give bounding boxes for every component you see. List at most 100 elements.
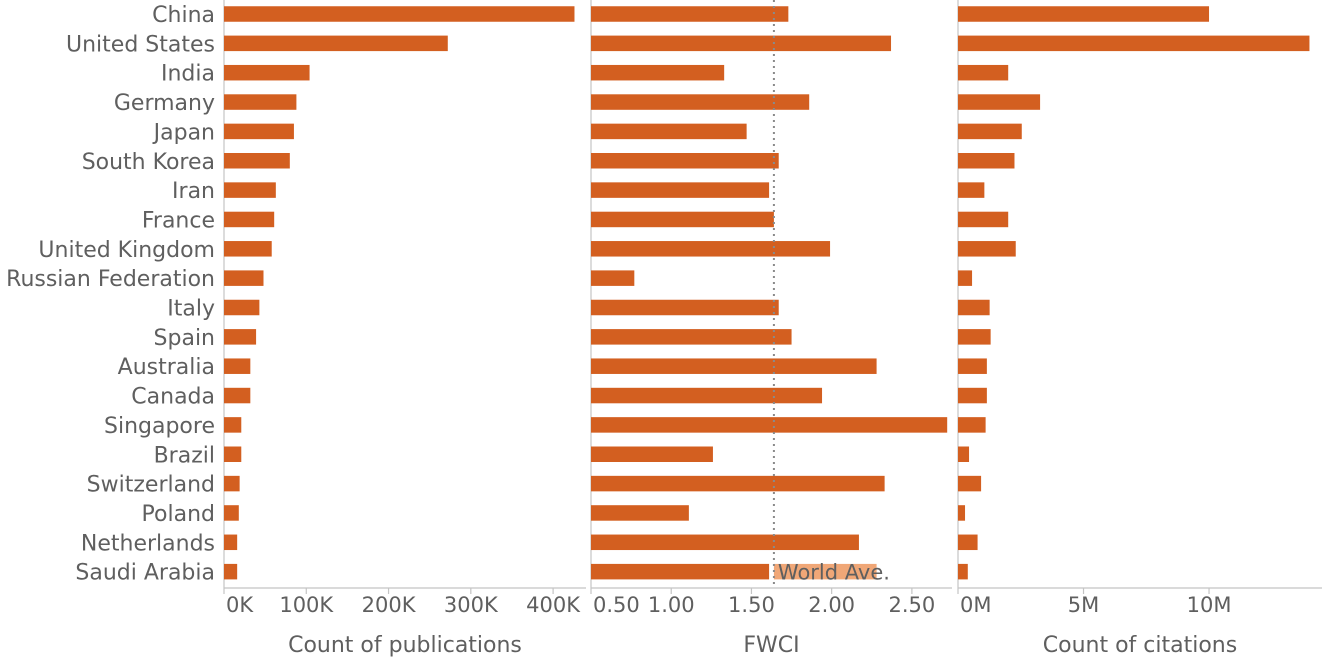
bar-fwci-poland [591,505,689,521]
bar-fwci-united-states [591,35,892,52]
world-average-label: World Ave. [778,561,890,585]
bar-fwci-south-korea [591,153,779,169]
x-tick-label: 1.00 [648,593,695,617]
x-tick-label: 2.50 [889,593,936,617]
chart-panel-fwci: 0.50 1.00 1.50 2.00 2.50 FWCI World Ave. [590,0,952,658]
world-average-label-box [773,563,877,580]
bar-fwci-brazil [591,446,713,462]
x-tick-label: 0.50 [593,593,640,617]
bar-publications-italy [224,299,260,316]
bar-publications-france [224,211,275,228]
x-tick-label: 2.00 [808,593,855,617]
x-axis-title-publications: Count of publications [288,633,522,658]
bar-citations-france [958,211,1009,228]
x-tick-label: 1.50 [728,593,775,617]
country-label-india: India [161,62,215,87]
x-tick-label: 0K [226,593,254,617]
country-label-netherlands: Netherlands [81,531,215,556]
bar-publications-russian-federation [224,270,264,286]
x-axis-title-fwci: FWCI [743,633,799,658]
bar-publications-united-states [224,35,448,52]
bar-citations-india [958,64,1009,81]
bar-citations-singapore [958,417,986,433]
bar-citations-japan [958,123,1022,140]
bar-fwci-canada [591,387,823,404]
bar-fwci-switzerland [591,475,885,492]
country-label-united-kingdom: United Kingdom [38,238,215,263]
bar-publications-singapore [224,417,242,433]
bar-fwci-japan [591,123,747,140]
country-label-poland: Poland [142,502,215,527]
bar-fwci-netherlands [591,534,859,551]
country-label-iran: Iran [172,179,215,204]
country-label-saudi-arabia: Saudi Arabia [75,561,215,586]
bar-fwci-spain [591,329,792,345]
country-label-germany: Germany [114,91,215,116]
country-label-spain: Spain [154,326,215,351]
bar-citations-germany [958,94,1041,110]
bar-citations-australia [958,358,987,374]
bar-publications-switzerland [224,475,240,492]
country-label-australia: Australia [118,355,215,380]
bar-fwci-iran [591,182,770,198]
chart-panel-citations: 0M 5M 10M Count of citations [957,0,1322,658]
bar-publications-australia [224,358,251,374]
bar-fwci-france [591,211,774,228]
bar-publications-saudi-arabia [224,563,238,580]
bar-citations-saudi-arabia [958,563,968,580]
x-axis-title-citations: Count of citations [1043,633,1237,658]
bar-citations-south-korea [958,153,1015,169]
bar-citations-netherlands [958,534,978,551]
x-tick-label: 0M [960,593,991,617]
bar-citations-russian-federation [958,270,973,286]
country-label-canada: Canada [131,385,215,410]
country-label-france: France [142,208,215,233]
bar-publications-netherlands [224,534,238,551]
country-label-japan: Japan [152,120,215,145]
bar-citations-spain [958,329,991,345]
bar-publications-germany [224,94,297,110]
bar-publications-canada [224,387,251,404]
bar-citations-united-kingdom [958,241,1016,257]
bar-publications-japan [224,123,294,140]
country-label-singapore: Singapore [104,414,215,439]
country-label-italy: Italy [167,297,215,322]
country-label-russian-federation: Russian Federation [6,267,215,292]
country-label-china: China [152,3,215,28]
bar-publications-china [224,6,575,22]
bar-fwci-singapore [591,417,948,433]
x-tick-label: 100K [279,593,334,617]
bar-citations-brazil [958,446,970,462]
bar-citations-united-states [958,35,1310,52]
bar-fwci-united-kingdom [591,241,831,257]
bar-citations-iran [958,182,985,198]
bar-publications-united-kingdom [224,241,272,257]
bar-fwci-india [591,64,725,81]
bar-publications-spain [224,329,257,345]
bar-citations-italy [958,299,990,316]
bar-citations-poland [958,505,966,521]
bar-fwci-germany [591,94,810,110]
bar-publications-poland [224,505,239,521]
bar-publications-brazil [224,446,242,462]
bar-citations-canada [958,387,987,404]
x-tick-label: 300K [444,593,499,617]
bar-fwci-russian-federation [591,270,635,286]
x-tick-label: 10M [1187,593,1232,617]
country-label-brazil: Brazil [154,443,215,468]
country-label-south-korea: South Korea [82,150,215,175]
country-label-switzerland: Switzerland [87,473,215,498]
bar-fwci-australia [591,358,877,374]
bar-citations-switzerland [958,475,982,492]
bar-citations-china [958,6,1210,22]
bar-publications-iran [224,182,276,198]
x-tick-label: 400K [526,593,581,617]
country-label-united-states: United States [66,32,215,57]
bar-publications-india [224,64,310,81]
x-tick-label: 200K [362,593,417,617]
bar-publications-south-korea [224,153,290,169]
bar-fwci-china [591,6,789,22]
bar-fwci-italy [591,299,779,316]
